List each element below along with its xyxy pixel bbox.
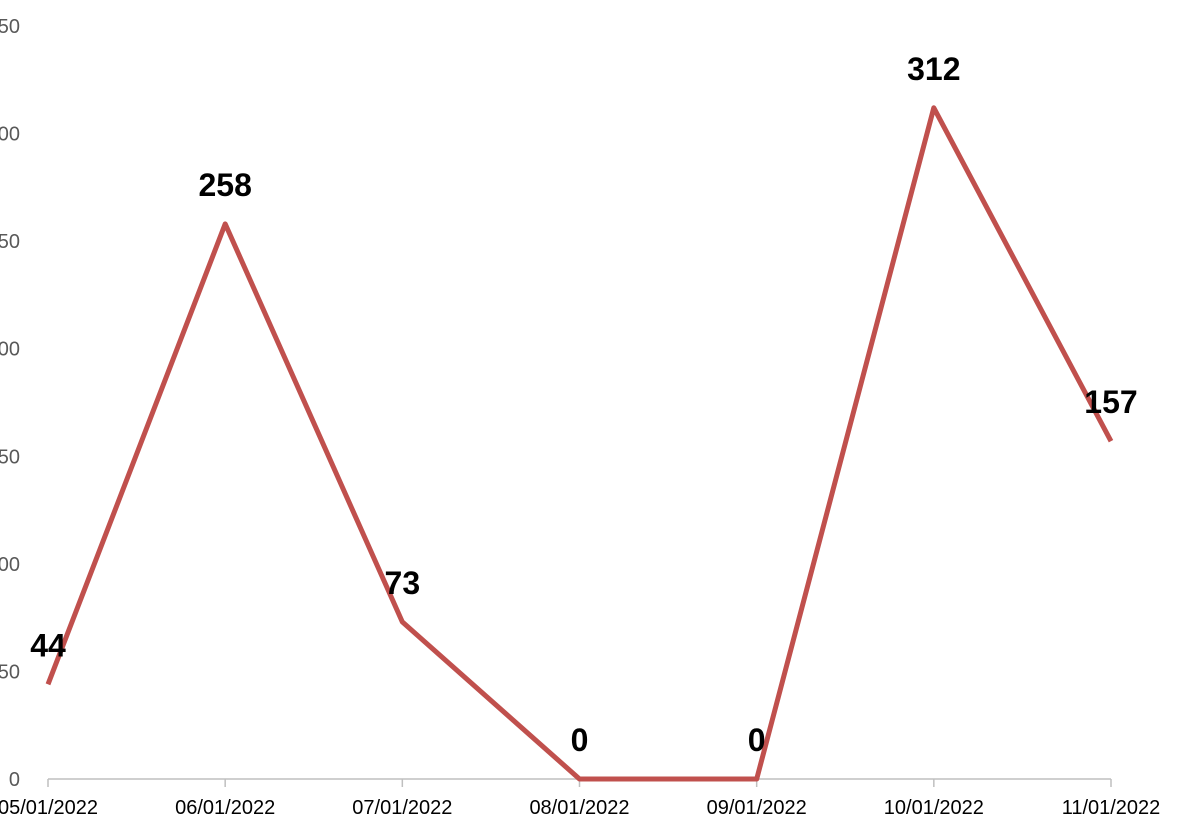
y-tick-label: 200 — [0, 339, 20, 361]
y-tick-label: 300 — [0, 124, 20, 146]
data-label: 0 — [571, 722, 589, 758]
x-tick-label: 06/01/2022 — [175, 797, 275, 819]
y-tick-label: 250 — [0, 231, 20, 253]
y-tick-label: 350 — [0, 16, 20, 38]
data-label: 157 — [1084, 384, 1137, 420]
data-label: 258 — [198, 167, 251, 203]
data-label: 312 — [907, 51, 960, 87]
y-tick-label: 0 — [9, 769, 20, 791]
y-tick-label: 50 — [0, 661, 20, 683]
y-tick-label: 150 — [0, 446, 20, 468]
y-axis-tick-labels: 0 50 100 150 200 250 300 350 — [0, 16, 20, 791]
data-labels: 44 258 73 0 0 312 157 — [30, 51, 1137, 758]
x-tick-label: 05/01/2022 — [0, 797, 98, 819]
x-tick-label: 10/01/2022 — [884, 797, 984, 819]
data-label: 44 — [30, 627, 66, 663]
series-layer — [45, 105, 1114, 782]
series-line — [45, 105, 1114, 782]
y-tick-label: 100 — [0, 554, 20, 576]
x-axis: 05/01/2022 06/01/2022 07/01/2022 08/01/2022… — [0, 778, 1161, 819]
data-label: 0 — [748, 722, 766, 758]
x-tick-label: 08/01/2022 — [529, 797, 629, 819]
x-tick-label: 11/01/2022 — [1062, 797, 1161, 819]
data-label: 73 — [385, 565, 421, 601]
x-tick-label: 09/01/2022 — [707, 797, 807, 819]
x-tick-label: 07/01/2022 — [352, 797, 452, 819]
